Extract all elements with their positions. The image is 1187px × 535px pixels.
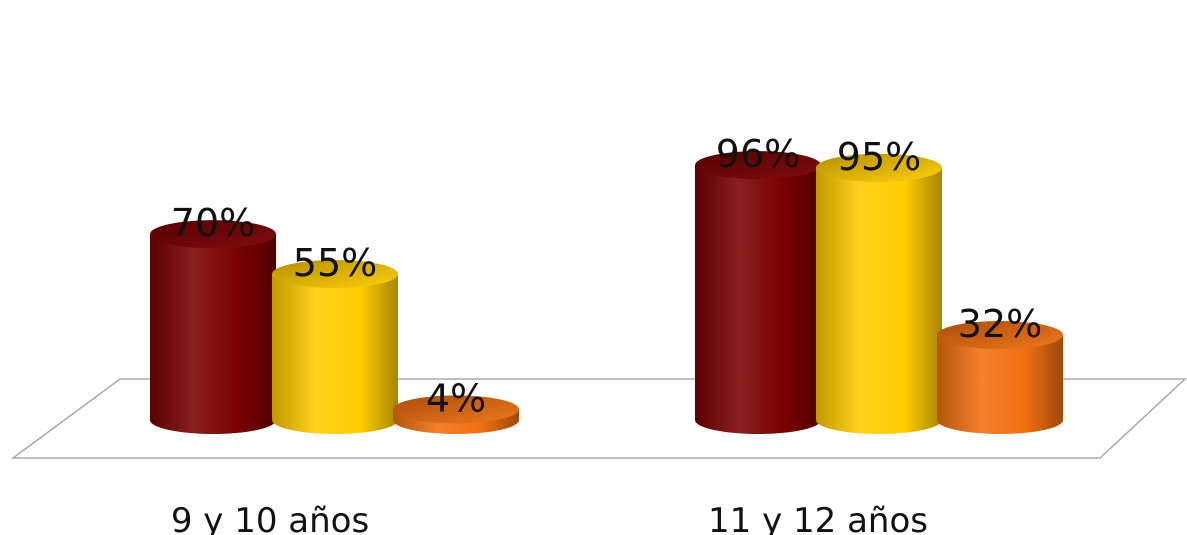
bar-1-0 <box>695 151 821 434</box>
data-label: 32% <box>958 302 1042 346</box>
bar-1-1 <box>816 153 942 434</box>
bars-layer <box>150 151 1063 434</box>
bar-body <box>150 234 276 434</box>
bar-top <box>150 220 276 249</box>
bar-top <box>937 321 1063 350</box>
bar-body <box>272 273 398 434</box>
data-label: 70% <box>171 201 255 245</box>
data-labels-layer: 70% 55% 4% 96% 95% 32% <box>171 132 1042 420</box>
bar-1-2 <box>937 321 1063 434</box>
category-label: 11 y 12 años <box>708 501 928 535</box>
bar-0-0 <box>150 220 276 434</box>
category-labels-layer: 9 y 10 años 11 y 12 años <box>171 501 928 535</box>
data-label: 55% <box>293 241 377 285</box>
bar-0-2 <box>393 395 519 434</box>
bar-top <box>816 153 942 182</box>
data-label: 4% <box>426 376 486 420</box>
bar-body <box>937 335 1063 434</box>
data-label: 96% <box>716 132 800 176</box>
data-label: 95% <box>837 135 921 179</box>
bar-top <box>695 151 821 180</box>
bar-body <box>816 167 942 434</box>
bar-top <box>393 395 519 424</box>
category-label: 9 y 10 años <box>171 501 369 535</box>
bar-body <box>695 165 821 434</box>
bar-top <box>272 259 398 288</box>
bar-0-1 <box>272 259 398 434</box>
